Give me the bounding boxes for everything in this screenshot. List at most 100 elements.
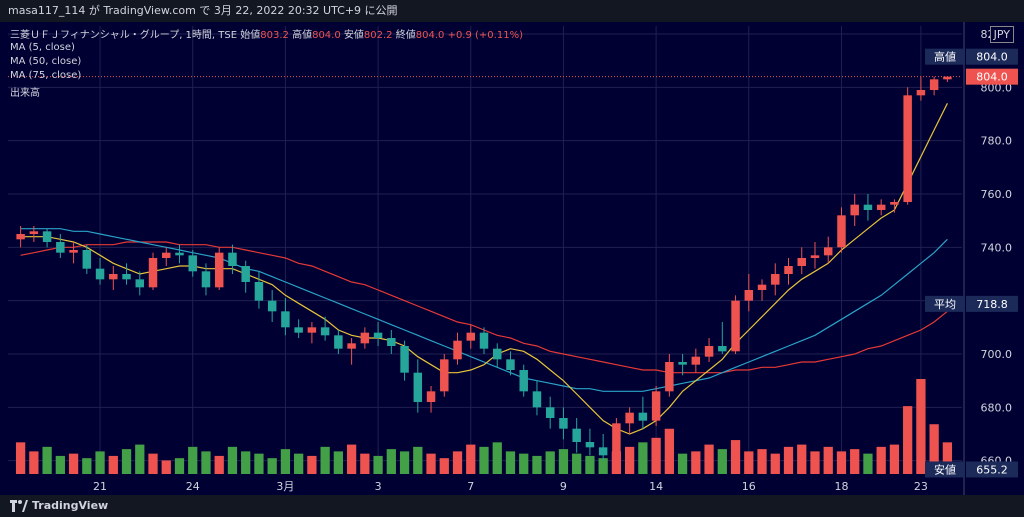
- volume-bar: [267, 458, 277, 474]
- low-tag-label-bg: [925, 461, 965, 478]
- volume-legend[interactable]: 出来高: [10, 88, 40, 99]
- candle-body: [426, 391, 436, 402]
- candle-body: [214, 252, 224, 288]
- currency-label[interactable]: JPY: [989, 26, 1014, 43]
- candle: [307, 322, 317, 344]
- candle-body: [519, 370, 528, 392]
- candle: [334, 330, 343, 354]
- symbol-legend: 三菱ＵＦＪフィナンシャル・グループ, 1時間, TSE 始値803.2 高値80…: [10, 26, 523, 41]
- volume-bar: [15, 442, 26, 474]
- candle-body: [612, 423, 621, 456]
- candle: [823, 236, 833, 264]
- close-label: 終値: [395, 30, 416, 41]
- candle-body: [718, 346, 727, 352]
- low-tag-label: 安値: [934, 462, 956, 476]
- volume-bar: [558, 449, 569, 474]
- volume-bar: [148, 453, 158, 474]
- volume-bar: [519, 453, 529, 474]
- candle: [294, 319, 303, 338]
- candle: [598, 434, 608, 461]
- candle: [638, 396, 648, 429]
- volume-bar: [691, 451, 701, 474]
- volume-bar: [836, 451, 847, 474]
- candle-body: [69, 250, 78, 253]
- candle-body: [585, 442, 595, 448]
- low-value: 802.2: [363, 30, 393, 41]
- open-value: 803.2: [260, 30, 289, 41]
- candle-body: [16, 234, 25, 240]
- candle: [903, 87, 912, 205]
- x-tick-label: 23: [914, 480, 928, 493]
- volume-bar: [42, 446, 52, 474]
- candle: [797, 247, 806, 274]
- candle: [771, 263, 780, 296]
- candle-body: [267, 300, 277, 312]
- candle-body: [188, 255, 197, 272]
- x-tick-label: 3: [375, 480, 382, 493]
- candle-body: [823, 247, 833, 256]
- ma50-legend[interactable]: MA (50, close): [10, 56, 82, 67]
- candle: [135, 271, 145, 296]
- candle-body: [320, 327, 330, 336]
- avg-tag-label: 平均: [934, 298, 956, 311]
- volume-bar: [280, 449, 291, 474]
- candle: [943, 76, 952, 82]
- candle: [876, 199, 886, 216]
- ma75-legend[interactable]: MA (75, close): [10, 70, 82, 81]
- high-tag-label-bg: [925, 48, 965, 65]
- y-tick-label: 700.0: [981, 348, 1013, 361]
- candle-body: [863, 204, 873, 210]
- tradingview-logo[interactable]: TradingView: [10, 495, 108, 517]
- volume-bar: [201, 451, 211, 474]
- candle-body: [56, 242, 65, 253]
- volume-bar: [717, 449, 727, 474]
- candle: [704, 338, 714, 362]
- candle-body: [42, 231, 52, 242]
- volume-bar: [294, 453, 304, 474]
- price-axis: [964, 22, 1024, 495]
- candle-body: [453, 340, 462, 360]
- x-tick-label: 7: [467, 480, 474, 493]
- volume-bar: [730, 440, 741, 474]
- chart-area[interactable]: 820.0800.0780.0760.0740.0720.0700.0680.0…: [0, 22, 1024, 495]
- price-chart[interactable]: 820.0800.0780.0760.0740.0720.0700.0680.0…: [0, 22, 1024, 495]
- symbol-line: 三菱ＵＦＪフィナンシャル・グループ, 1時間, TSE: [10, 30, 238, 41]
- candle: [241, 260, 250, 293]
- candle: [228, 244, 237, 274]
- candle: [453, 332, 462, 365]
- ma5-legend[interactable]: MA (5, close): [10, 42, 75, 53]
- candle-body: [532, 391, 542, 408]
- candle-body: [638, 412, 648, 421]
- low-label: 安値: [343, 30, 364, 41]
- candle: [890, 199, 899, 213]
- candle: [16, 226, 25, 248]
- y-tick-label: 680.0: [981, 401, 1013, 414]
- candle-body: [850, 204, 859, 216]
- candle: [929, 76, 939, 96]
- candle: [254, 271, 264, 309]
- candle-body: [890, 202, 899, 205]
- last-tag-value: 804.0: [976, 71, 1008, 84]
- candle-body: [731, 300, 740, 352]
- volume-bar: [68, 453, 79, 474]
- volume-bar: [492, 442, 502, 474]
- volume-bar: [121, 449, 132, 474]
- candle: [612, 418, 621, 461]
- candle-body: [162, 252, 171, 258]
- volume-bar: [426, 453, 436, 474]
- volume-bar: [108, 455, 118, 474]
- volume-bar: [863, 453, 873, 474]
- volume-bar: [532, 455, 542, 474]
- candle: [559, 407, 568, 440]
- volume-bar: [188, 446, 198, 474]
- candle-body: [82, 250, 92, 269]
- publish-line: masa117_114 が TradingView.com で 3月 22, 2…: [8, 4, 398, 17]
- candle: [214, 247, 224, 290]
- candle: [479, 327, 489, 354]
- footer: TradingView: [0, 495, 1024, 517]
- candle: [665, 354, 674, 397]
- high-tag-value: 804.0: [976, 51, 1008, 64]
- volume-bar: [439, 458, 449, 474]
- candle: [413, 359, 423, 413]
- volume-bar: [889, 444, 900, 474]
